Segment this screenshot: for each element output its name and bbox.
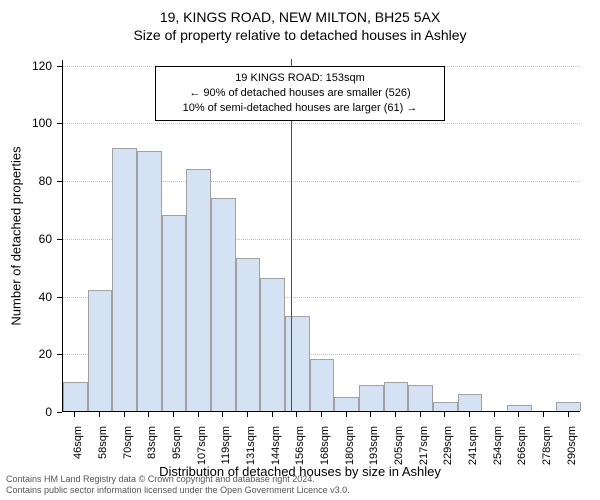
gridline <box>63 123 580 124</box>
histogram-bar <box>137 151 162 411</box>
x-tick <box>222 412 223 417</box>
page-root: 19, KINGS ROAD, NEW MILTON, BH25 5AX Siz… <box>0 0 600 500</box>
title-line-2: Size of property relative to detached ho… <box>0 26 600 44</box>
annotation-line-2: ← 90% of detached houses are smaller (52… <box>164 86 436 101</box>
histogram-bar <box>334 397 359 411</box>
chart-inner: 19 KINGS ROAD: 153sqm← 90% of detached h… <box>63 60 580 411</box>
x-tick-label: 180sqm <box>344 426 356 465</box>
x-tick <box>494 412 495 417</box>
y-tick-label: 40 <box>0 290 52 304</box>
x-tick <box>395 412 396 417</box>
x-tick-label: 83sqm <box>146 426 158 459</box>
x-tick <box>321 412 322 417</box>
y-tick-label: 0 <box>0 405 52 419</box>
y-tick <box>57 239 62 240</box>
histogram-bar <box>408 385 433 411</box>
x-tick <box>543 412 544 417</box>
title-line-1: 19, KINGS ROAD, NEW MILTON, BH25 5AX <box>0 8 600 26</box>
x-tick <box>370 412 371 417</box>
histogram-bar <box>162 215 187 411</box>
x-tick-label: 46sqm <box>72 426 84 459</box>
footer-attribution: Contains HM Land Registry data © Crown c… <box>6 474 350 497</box>
histogram-bar <box>236 258 261 411</box>
x-tick <box>247 412 248 417</box>
x-tick-label: 278sqm <box>541 426 553 465</box>
histogram-bar <box>211 198 236 412</box>
x-tick-label: 119sqm <box>220 426 232 464</box>
x-tick-label: 266sqm <box>516 426 528 465</box>
x-tick-label: 58sqm <box>97 426 109 459</box>
x-tick <box>420 412 421 417</box>
histogram-bar <box>260 278 285 411</box>
x-tick <box>124 412 125 417</box>
x-tick <box>198 412 199 417</box>
y-tick-label: 120 <box>0 59 52 73</box>
x-tick <box>469 412 470 417</box>
histogram-bar <box>433 402 458 411</box>
y-tick <box>57 123 62 124</box>
x-tick-label: 217sqm <box>418 426 430 465</box>
x-tick-label: 107sqm <box>196 426 208 465</box>
histogram-bar <box>285 316 310 411</box>
annotation-line-3: 10% of semi-detached houses are larger (… <box>164 101 436 116</box>
y-tick-label: 20 <box>0 347 52 361</box>
histogram-bar <box>112 148 137 411</box>
footer-line-2: Contains public sector information licen… <box>6 485 350 496</box>
x-tick <box>518 412 519 417</box>
histogram-bar <box>384 382 409 411</box>
x-tick-label: 229sqm <box>442 426 454 465</box>
y-tick-label: 60 <box>0 232 52 246</box>
x-tick <box>99 412 100 417</box>
annotation-box: 19 KINGS ROAD: 153sqm← 90% of detached h… <box>155 66 445 121</box>
chart-plot-area: 19 KINGS ROAD: 153sqm← 90% of detached h… <box>62 60 580 412</box>
x-tick <box>568 412 569 417</box>
histogram-bar <box>186 169 211 411</box>
footer-line-1: Contains HM Land Registry data © Crown c… <box>6 474 350 485</box>
title-block: 19, KINGS ROAD, NEW MILTON, BH25 5AX Siz… <box>0 8 600 44</box>
x-tick <box>74 412 75 417</box>
y-tick-label: 100 <box>0 116 52 130</box>
x-tick-label: 205sqm <box>393 426 405 465</box>
x-tick-label: 70sqm <box>122 426 134 459</box>
histogram-bar <box>310 359 335 411</box>
x-tick <box>148 412 149 417</box>
x-tick-label: 131sqm <box>245 426 257 465</box>
histogram-bar <box>507 405 532 411</box>
x-tick <box>272 412 273 417</box>
y-tick <box>57 181 62 182</box>
x-tick-label: 168sqm <box>319 426 331 465</box>
histogram-bar <box>359 385 384 411</box>
histogram-bar <box>88 290 113 411</box>
x-tick-label: 156sqm <box>294 426 306 465</box>
x-tick-label: 290sqm <box>566 426 578 465</box>
y-tick <box>57 66 62 67</box>
x-tick-label: 95sqm <box>171 426 183 459</box>
histogram-bar <box>63 382 88 411</box>
x-tick <box>444 412 445 417</box>
x-tick <box>346 412 347 417</box>
y-tick-label: 80 <box>0 174 52 188</box>
x-tick <box>173 412 174 417</box>
x-tick-label: 241sqm <box>467 426 479 465</box>
x-tick-label: 193sqm <box>368 426 380 465</box>
y-tick <box>57 412 62 413</box>
y-tick <box>57 297 62 298</box>
x-tick-label: 254sqm <box>492 426 504 465</box>
annotation-line-1: 19 KINGS ROAD: 153sqm <box>164 71 436 86</box>
x-tick <box>296 412 297 417</box>
histogram-bar <box>556 402 581 411</box>
y-tick <box>57 354 62 355</box>
x-tick-label: 144sqm <box>270 426 282 465</box>
histogram-bar <box>458 394 483 411</box>
